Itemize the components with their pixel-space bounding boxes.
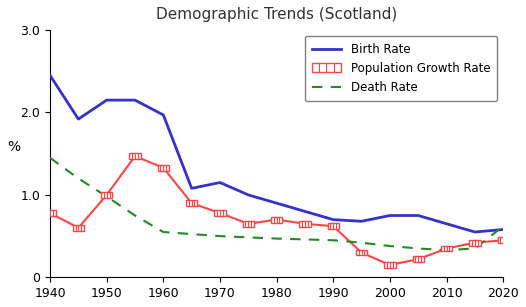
Bar <box>498 237 509 243</box>
Y-axis label: %: % <box>7 140 20 154</box>
Bar <box>129 153 140 159</box>
Bar <box>441 246 452 251</box>
Bar <box>158 165 169 171</box>
Bar <box>384 262 396 268</box>
Bar <box>356 250 367 255</box>
Bar <box>242 221 254 227</box>
Bar <box>328 223 339 229</box>
Bar <box>469 240 481 246</box>
Bar <box>214 210 226 216</box>
Bar <box>44 210 56 216</box>
Bar <box>412 256 424 262</box>
Bar <box>186 200 197 206</box>
Bar <box>299 221 310 227</box>
Title: Demographic Trends (Scotland): Demographic Trends (Scotland) <box>156 7 397 22</box>
Bar <box>271 217 282 223</box>
Legend: Birth Rate, Population Growth Rate, Death Rate: Birth Rate, Population Growth Rate, Deat… <box>305 36 497 101</box>
Bar <box>73 225 84 231</box>
Bar <box>101 192 113 198</box>
